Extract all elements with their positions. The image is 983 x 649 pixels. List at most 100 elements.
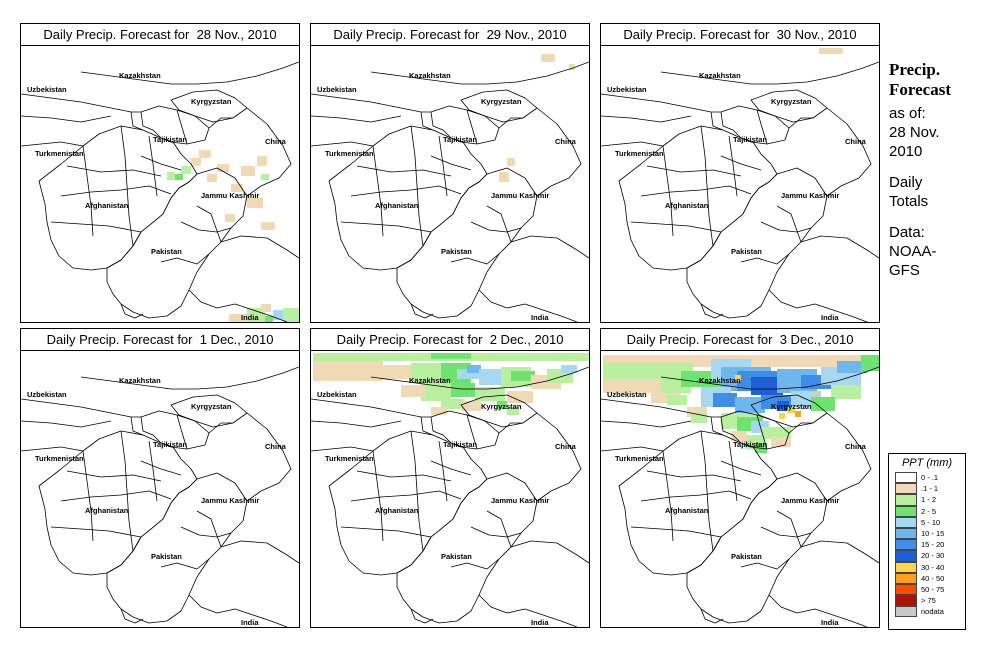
precip-cell [441,363,471,385]
country-label-kyrgyzstan: Kyrgyzstan [481,97,522,106]
country-border [188,594,288,627]
border-layer [601,61,879,322]
country-label-kyrgyzstan: Kyrgyzstan [191,402,232,411]
panel-title: Daily Precip. Forecast for 28 Nov., 2010 [20,23,300,46]
precip-map: Uzbekistan Kazakhstan Kyrgyzstan Tajikistan… [600,350,880,628]
country-border [466,414,478,450]
country-border [311,141,374,147]
as-of-label: as of: [889,105,926,122]
country-label-jammu-kashmir: Jammu Kashmir [491,496,549,505]
country-border [630,221,722,233]
country-label-afghanistan: Afghanistan [375,201,419,210]
precip-cell [497,401,507,409]
legend-swatch [895,561,917,573]
legend-label: 2 - 5 [921,506,937,516]
country-border [420,111,434,131]
country-border [372,145,384,237]
daily-label: Daily [889,174,923,191]
precip-cell [479,369,503,385]
country-border [410,430,424,552]
legend-label: 20 - 30 [921,551,945,561]
precip-map: Uzbekistan Kazakhstan Kyrgyzstan Tajikistan… [600,45,880,323]
country-border [776,510,802,548]
map-canvas: Uzbekistan Kazakhstan Kyrgyzstan Tajikistan… [311,54,589,322]
country-border [350,185,462,197]
legend-label: > 75 [921,596,936,606]
precip-cell [751,377,783,395]
sidebar-title-line: Forecast [889,80,951,99]
precip-cell [795,411,801,417]
panel-title: Daily Precip. Forecast for 3 Dec., 2010 [600,328,880,351]
country-border [430,460,472,476]
country-label-kazakhstan: Kazakhstan [409,71,451,80]
precip-cell [735,397,765,413]
country-border [430,155,472,171]
legend-label: 40 - 50 [921,573,945,583]
country-border [170,394,248,428]
precip-cell [401,385,425,397]
country-border [311,398,431,418]
precip-cell [811,397,835,411]
country-border [311,446,374,452]
precip-cell [777,401,789,411]
country-border [130,111,144,131]
precip-cell [247,198,263,208]
sidebar-title-line: Precip. [889,60,941,79]
map-canvas: Uzbekistan Kazakhstan Kyrgyzstan Tajikistan… [601,355,879,627]
country-border [350,490,462,502]
as-of-year: 2010 [889,143,923,160]
country-label-uzbekistan: Uzbekistan [27,85,67,94]
country-border [760,221,812,233]
legend-swatch [895,595,917,607]
country-border [356,165,452,177]
precip-cell [421,381,451,401]
country-border [662,145,674,237]
legend-entry: 20 - 30 [895,550,965,562]
precip-cell [687,407,707,417]
country-border [21,398,141,418]
country-border [536,107,582,197]
country-label-jammu-kashmir: Jammu Kashmir [201,191,259,200]
country-label-tajikistan: Tajikistan [733,440,767,449]
country-label-turkmenistan: Turkmenistan [35,454,84,463]
country-border [700,125,714,247]
country-label-kazakhstan: Kazakhstan [699,71,741,80]
country-border [160,253,210,265]
country-border [478,594,578,627]
country-label-jammu-kashmir: Jammu Kashmir [491,191,549,200]
country-border [356,470,452,482]
country-border [510,235,589,259]
country-border [460,394,538,428]
country-border [410,608,434,624]
country-border [826,412,872,502]
precip-cell [761,427,791,439]
country-border [21,446,84,452]
legend-label: 50 - 75 [921,584,945,594]
precip-cell [431,407,447,415]
country-border [21,141,84,147]
country-label-china: China [265,442,287,451]
country-border [340,526,432,538]
precip-map: Uzbekistan Kazakhstan Kyrgyzstan Tajikistan… [20,350,300,628]
precip-layer [819,48,843,54]
country-label-turkmenistan: Turkmenistan [35,149,84,158]
precip-cell [651,393,681,403]
legend-swatch [895,494,917,506]
country-border [82,450,94,542]
country-border [450,253,500,265]
precip-cell [731,431,747,441]
country-label-china: China [845,442,867,451]
precip-cell [261,304,271,312]
country-label-uzbekistan: Uzbekistan [317,85,357,94]
country-border [700,430,714,552]
country-label-turkmenistan: Turkmenistan [615,454,664,463]
country-label-uzbekistan: Uzbekistan [317,390,357,399]
country-border [750,394,828,428]
precip-cell [819,48,843,54]
country-border [246,107,292,197]
country-label-afghanistan: Afghanistan [375,506,419,515]
country-border [148,135,158,197]
precip-cell [229,314,249,322]
data-source-line: GFS [889,262,920,279]
forecast-panel-2-dec: Daily Precip. Forecast for 2 Dec., 2010 … [310,328,590,628]
